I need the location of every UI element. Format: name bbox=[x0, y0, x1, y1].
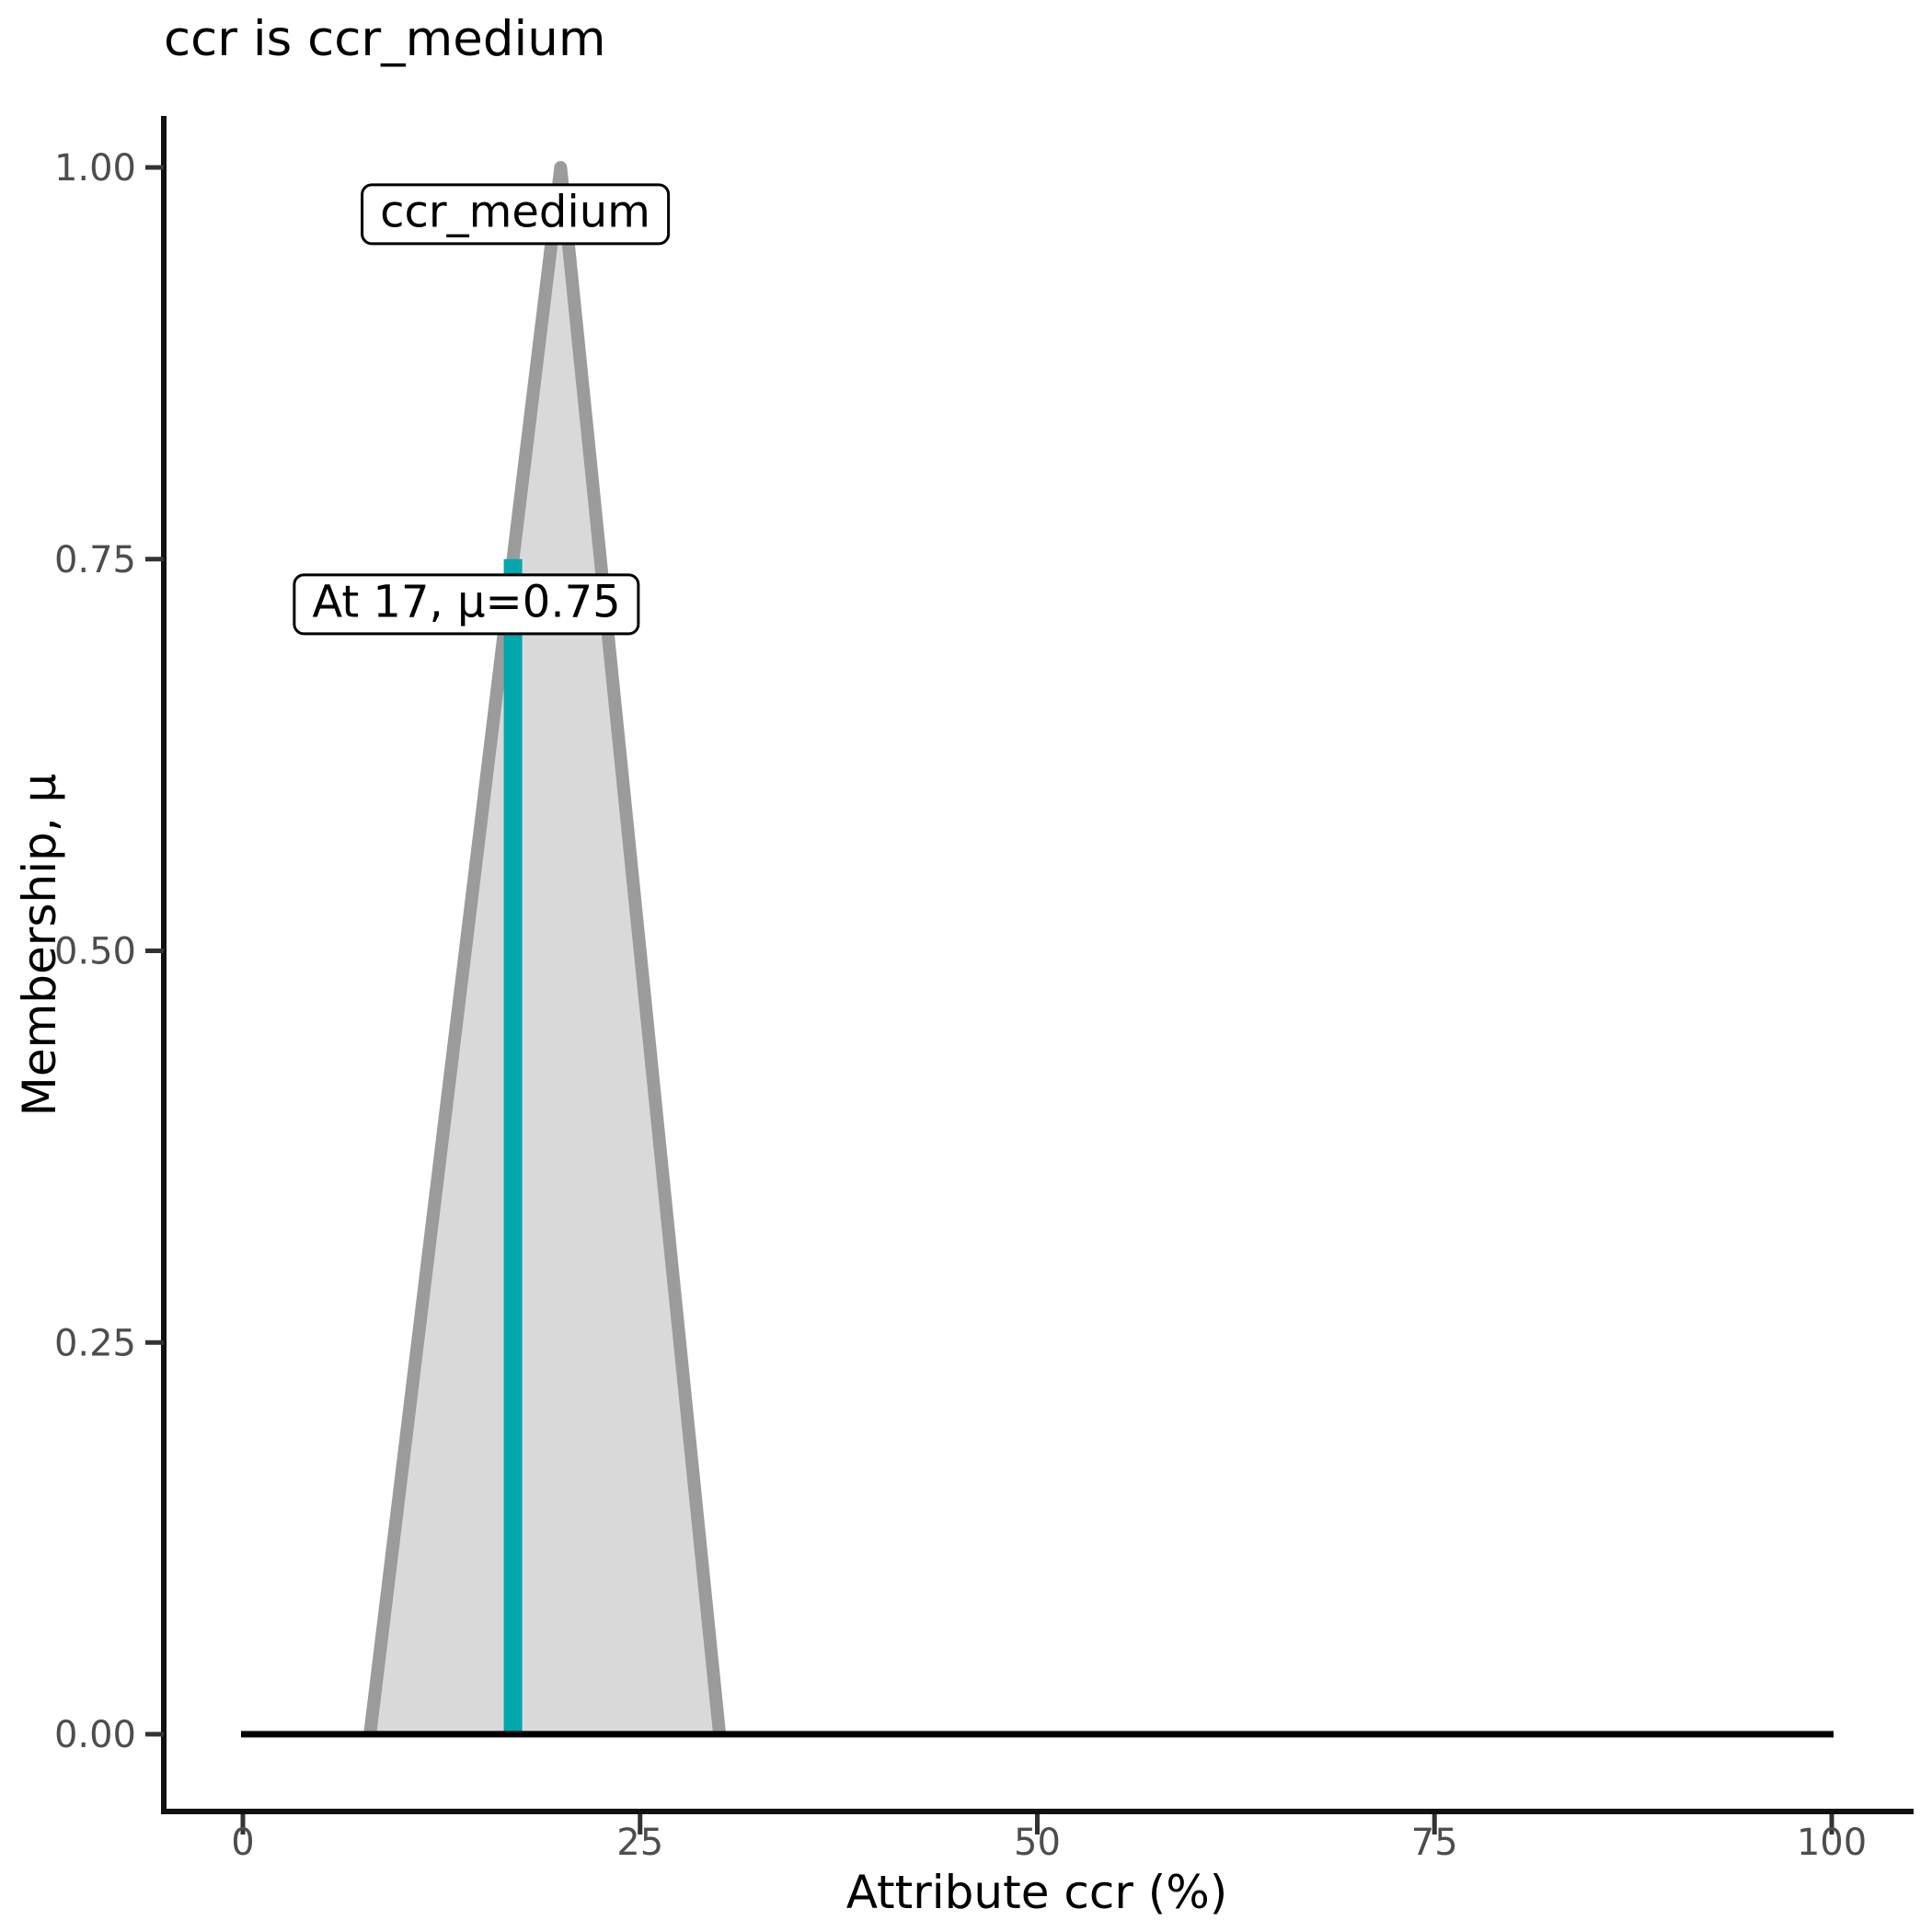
x-tick-label: 75 bbox=[1411, 1822, 1458, 1864]
y-tick-label: 0.50 bbox=[54, 931, 136, 973]
chart-title: ccr is ccr_medium bbox=[164, 11, 606, 67]
mf-name-label-box: ccr_medium bbox=[361, 183, 670, 246]
y-tick-label: 0.00 bbox=[54, 1714, 136, 1756]
x-tick-label: 100 bbox=[1797, 1822, 1867, 1864]
y-tick-label: 0.25 bbox=[54, 1322, 136, 1364]
x-tick-label: 0 bbox=[231, 1822, 254, 1864]
y-tick-label: 1.00 bbox=[54, 147, 136, 190]
y-tick-label: 0.75 bbox=[54, 539, 136, 581]
x-tick-label: 25 bbox=[616, 1822, 663, 1864]
mf-name-label-text: ccr_medium bbox=[380, 186, 650, 238]
marker-label-text: At 17, μ=0.75 bbox=[312, 576, 621, 628]
marker-label-box: At 17, μ=0.75 bbox=[293, 573, 640, 636]
membership-outline bbox=[363, 161, 727, 1735]
x-axis-title: Attribute ccr (%) bbox=[845, 1866, 1228, 1919]
membership-area bbox=[243, 167, 1832, 1734]
x-tick-label: 50 bbox=[1014, 1822, 1061, 1864]
y-axis-title: Membership, μ bbox=[13, 773, 66, 1117]
